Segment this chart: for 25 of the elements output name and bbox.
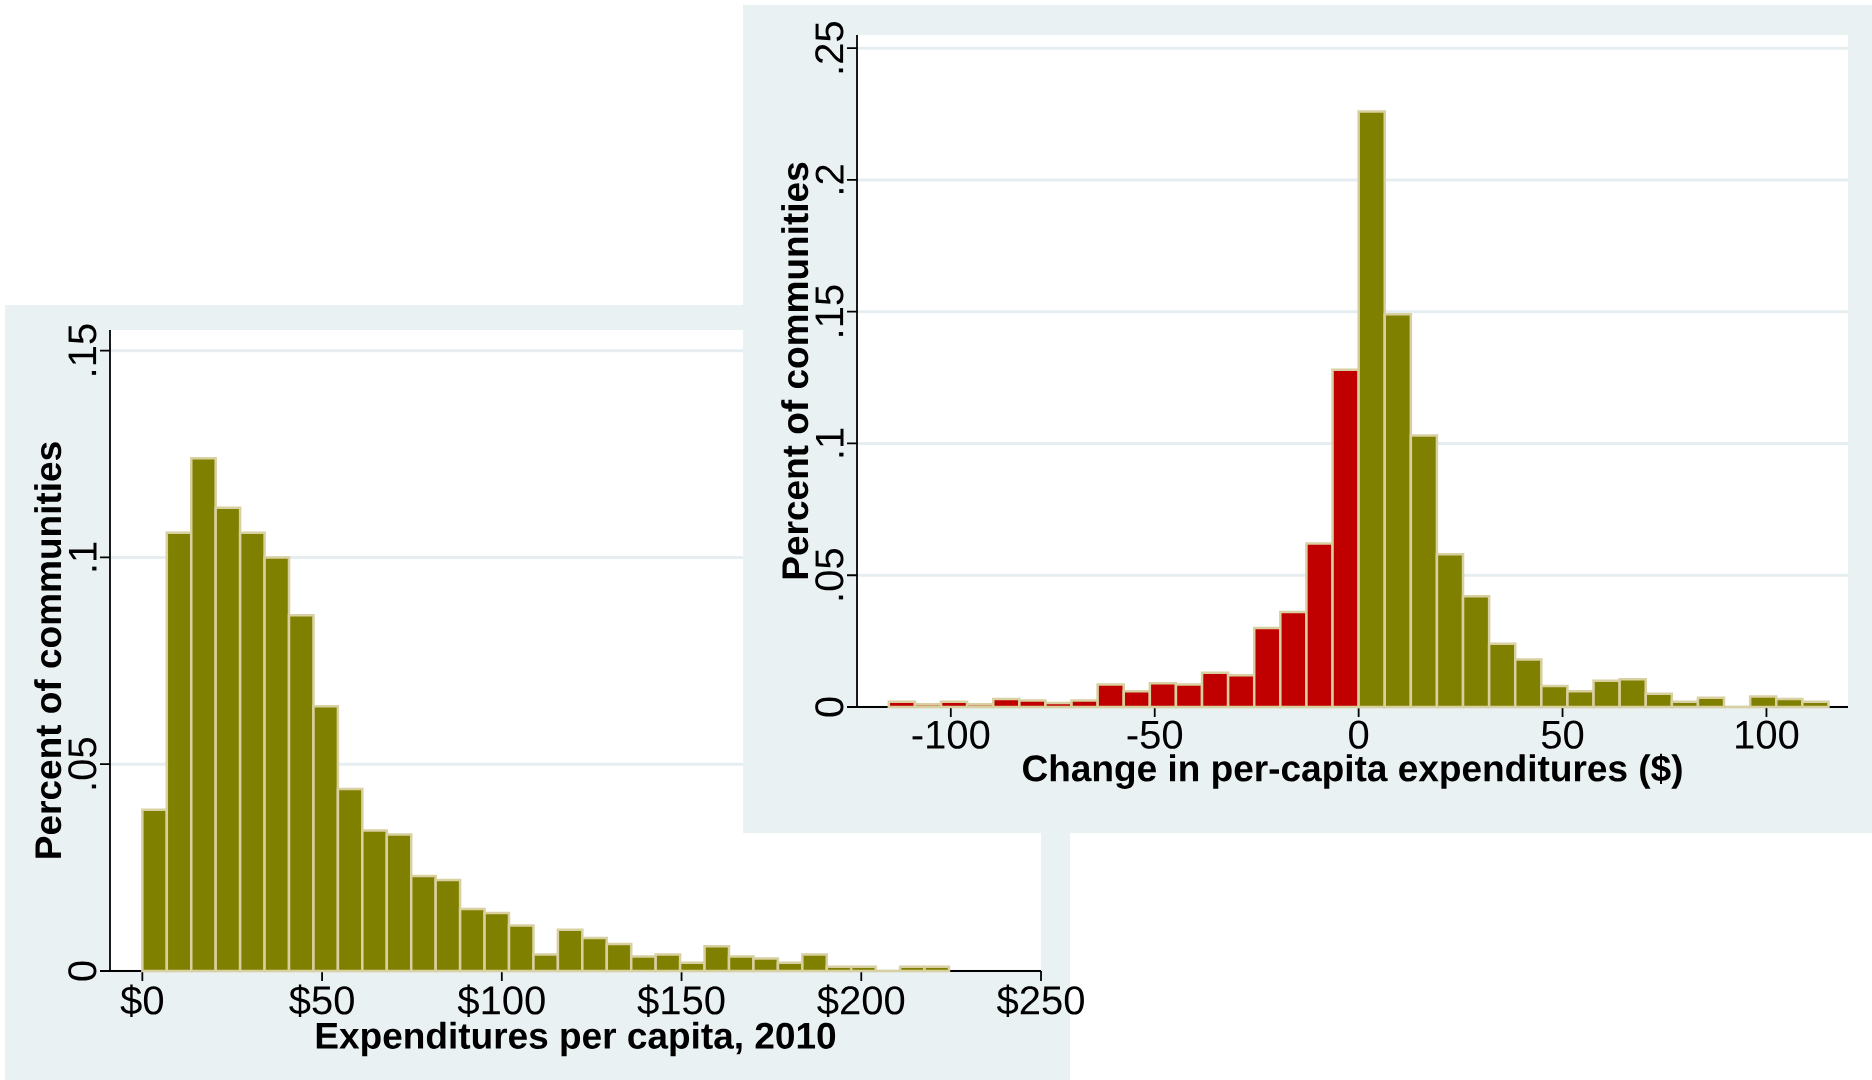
y-tick-label: .2 bbox=[815, 165, 844, 193]
x-tick-label: $100 bbox=[457, 984, 545, 1017]
x-tick-label: -100 bbox=[912, 720, 990, 749]
x-tick-label: $150 bbox=[637, 984, 725, 1017]
x-tick-label: 50 bbox=[1541, 720, 1584, 749]
y-axis-title: Percent of communities bbox=[781, 162, 809, 579]
y-tick-label: .15 bbox=[815, 285, 844, 336]
y-tick-label: .25 bbox=[815, 22, 844, 73]
x-axis-title: Expenditures per capita, 2010 bbox=[316, 1021, 836, 1057]
y-tick-label: .15 bbox=[68, 324, 97, 375]
x-tick-label: $50 bbox=[289, 984, 354, 1017]
y-tick-label: .05 bbox=[68, 738, 97, 789]
x-tick-label: $0 bbox=[120, 984, 164, 1017]
y-tick-label: 0 bbox=[815, 697, 844, 717]
x-tick-label: -50 bbox=[1127, 720, 1183, 749]
x-axis-title: Change in per-capita expenditures ($) bbox=[1023, 753, 1682, 789]
y-axis-title: Percent of communities bbox=[34, 442, 62, 858]
x-tick-label: $250 bbox=[996, 984, 1084, 1017]
y-tick-label: .1 bbox=[815, 428, 844, 457]
y-tick-label: .1 bbox=[68, 542, 97, 571]
x-tick-label: 0 bbox=[1349, 720, 1369, 749]
y-tick-label: 0 bbox=[68, 961, 97, 981]
x-tick-label: $200 bbox=[817, 984, 905, 1017]
y-tick-label: .05 bbox=[815, 549, 844, 600]
x-tick-label: 100 bbox=[1736, 720, 1799, 749]
